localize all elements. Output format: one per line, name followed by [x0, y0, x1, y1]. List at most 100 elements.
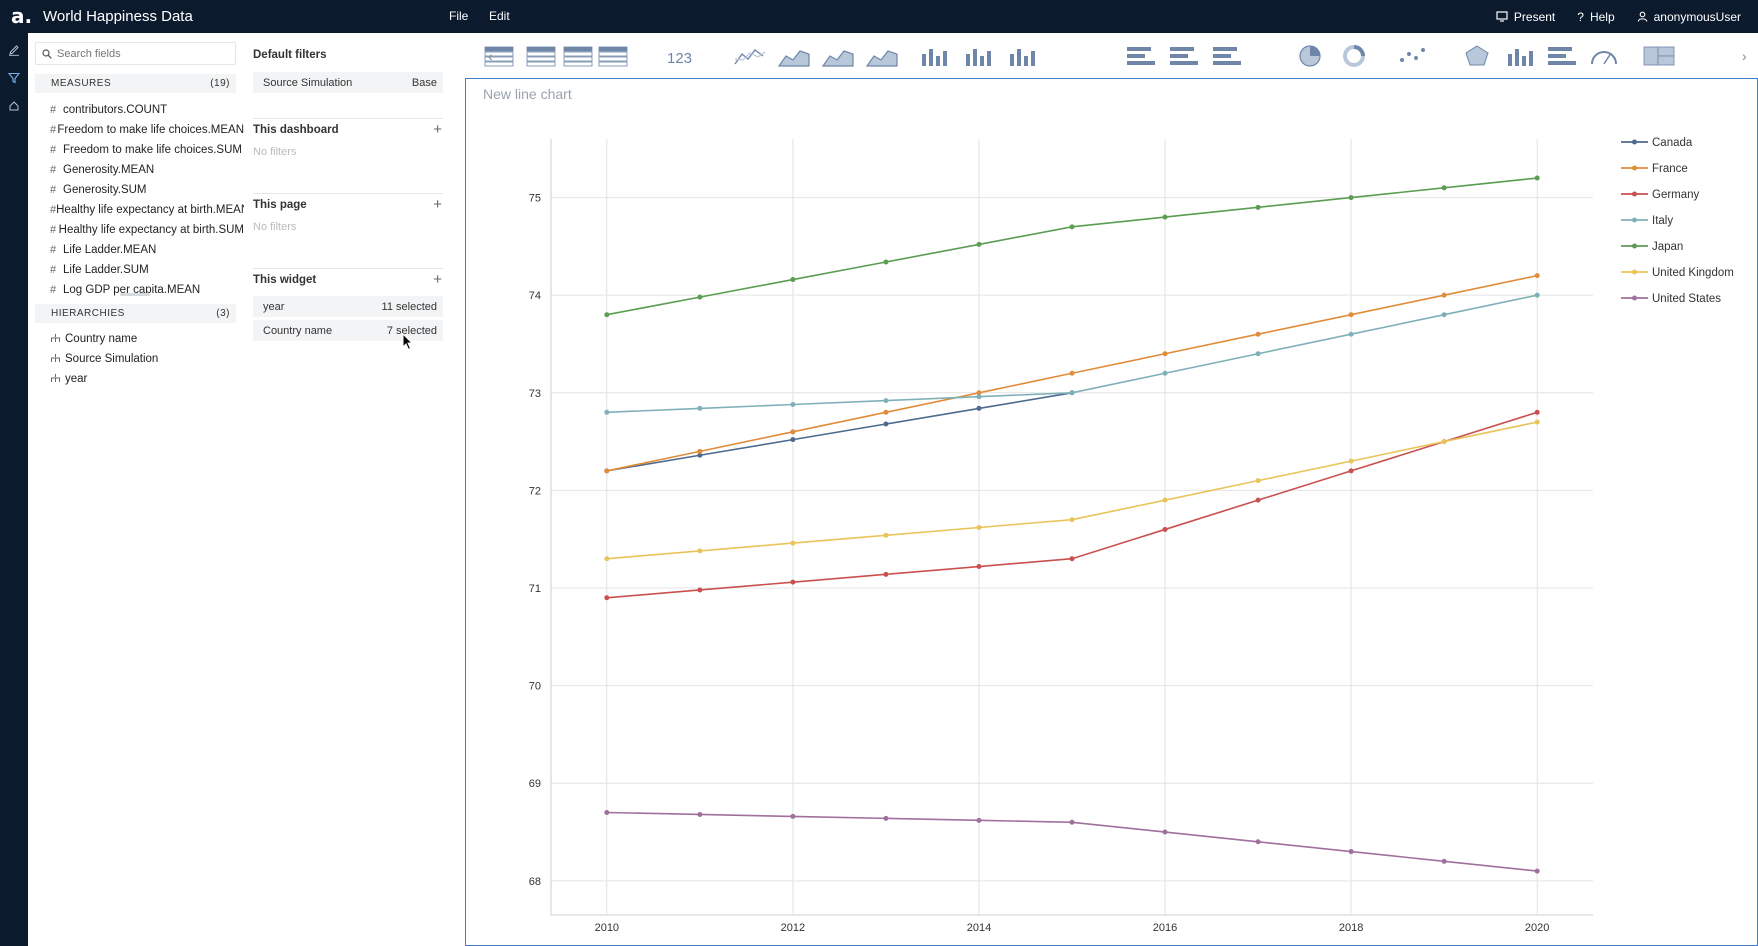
data-point	[1348, 312, 1354, 318]
hash-icon: #	[50, 144, 57, 156]
data-point	[1441, 858, 1447, 864]
toolbar-next-arrow-icon[interactable]: ›	[1742, 48, 1747, 64]
list-item[interactable]: # Freedom to make life choices.MEAN	[50, 124, 244, 136]
list-item[interactable]: # Life Ladder.SUM	[50, 264, 149, 276]
data-point	[883, 259, 889, 265]
stacked-column-icon[interactable]	[1006, 40, 1040, 72]
list-item[interactable]: Source Simulation	[50, 349, 244, 369]
hash-icon: #	[50, 224, 57, 236]
data-point	[1348, 849, 1354, 855]
data-point	[1441, 439, 1447, 445]
line-chart: 68 69 70 71 72 73 74 75 2010 2012 2014 2016 2018 2020…	[529, 137, 1734, 934]
add-dashboard-filter-button[interactable]: +	[433, 121, 442, 138]
data-point	[976, 394, 982, 400]
filter-icon[interactable]	[0, 64, 28, 92]
search-input[interactable]	[57, 47, 227, 60]
app-logo-icon[interactable]: a.	[11, 3, 33, 28]
list-item[interactable]: # Log GDP per capita.MEAN	[50, 284, 201, 296]
legend-swatch-dot	[1632, 243, 1637, 249]
list-item[interactable]: # contributors.COUNT	[50, 104, 168, 116]
data-point	[1534, 409, 1540, 415]
data-point	[1162, 497, 1168, 503]
hash-icon: #	[50, 284, 57, 296]
kpi-icon[interactable]: 123	[664, 40, 702, 72]
default-filters-title: Default filters	[253, 49, 327, 61]
help-icon: ?	[1577, 9, 1584, 24]
stacked-area-icon[interactable]	[821, 40, 855, 72]
list-item[interactable]: # Generosity.SUM	[50, 184, 147, 196]
user-menu[interactable]: anonymousUser	[1637, 10, 1741, 24]
pivot-table-icon[interactable]	[561, 40, 595, 72]
resize-handle[interactable]	[120, 293, 150, 296]
menu-edit[interactable]: Edit	[489, 9, 510, 23]
area-100-icon[interactable]	[865, 40, 899, 72]
combo-chart-icon[interactable]	[1050, 40, 1084, 72]
legend-swatch-dot	[1632, 165, 1637, 171]
list-item[interactable]: # Life Ladder.MEAN	[50, 244, 157, 256]
filter-chip-country-name[interactable]: Country name 7 selected	[253, 320, 443, 341]
data-point	[1348, 458, 1354, 464]
hierarchy-icon	[50, 353, 65, 366]
present-button[interactable]: Present	[1496, 10, 1555, 24]
data-point	[1069, 224, 1075, 230]
data-point	[790, 813, 796, 819]
pivot-table-2-icon[interactable]	[596, 40, 630, 72]
measures-header[interactable]: MEASURES (19)	[35, 74, 236, 93]
data-point	[976, 817, 982, 823]
user-icon	[1637, 11, 1647, 22]
area-chart-icon[interactable]	[777, 40, 811, 72]
filter-chip-year[interactable]: year 11 selected	[253, 296, 443, 317]
data-point	[697, 294, 703, 300]
measures-label: MEASURES	[51, 78, 112, 89]
page-filters-title: This page	[253, 199, 307, 211]
data-point	[1534, 273, 1540, 279]
tree-table-icon[interactable]	[524, 40, 558, 72]
treemap-icon[interactable]	[1642, 40, 1680, 72]
measures-count: (19)	[210, 78, 230, 89]
help-button[interactable]: ? Help	[1577, 10, 1614, 24]
data-point	[976, 405, 982, 411]
gauge-chart-icon[interactable]	[1588, 40, 1622, 72]
hierarchy-icon	[50, 373, 65, 386]
list-item[interactable]: # Healthy life expectancy at birth.MEAN	[50, 204, 244, 216]
data-point	[790, 437, 796, 443]
data-point	[697, 587, 703, 593]
widget-filters-title: This widget	[253, 274, 317, 286]
add-widget-filter-button[interactable]: +	[433, 271, 442, 288]
edit-pencil-icon[interactable]	[0, 36, 28, 64]
list-item[interactable]: # Generosity.MEAN	[50, 164, 155, 176]
list-item[interactable]: year	[50, 369, 244, 389]
fields-panel: MEASURES (19) #contributors.COUNT #Freed…	[28, 33, 244, 946]
list-item[interactable]: # Freedom to make life choices.SUM	[50, 144, 242, 156]
style-icon[interactable]	[0, 92, 28, 120]
search-box[interactable]	[35, 42, 236, 65]
radar-chart-icon[interactable]	[1461, 40, 1495, 72]
list-item[interactable]: Country name	[50, 329, 244, 349]
data-point	[883, 532, 889, 538]
data-point	[883, 815, 889, 821]
pie-chart-icon[interactable]	[1294, 40, 1328, 72]
data-point	[1348, 331, 1354, 337]
clustered-bar-icon[interactable]	[1168, 40, 1202, 72]
scatter-chart-icon[interactable]	[1396, 40, 1430, 72]
data-point	[790, 540, 796, 546]
chart-widget[interactable]: New line chart 68 69 70 71 72 73 74 75 2010 2012 2…	[465, 78, 1758, 946]
line-chart-icon[interactable]	[733, 40, 767, 72]
x-tick-label: 2020	[1525, 922, 1549, 934]
list-item[interactable]: # Healthy life expectancy at birth.SUM	[50, 224, 244, 236]
waterfall-chart-icon[interactable]	[1504, 40, 1538, 72]
donut-chart-icon[interactable]	[1338, 40, 1372, 72]
bullet-chart-icon[interactable]	[1546, 40, 1580, 72]
bar-chart-icon[interactable]	[1125, 40, 1159, 72]
data-point	[1534, 868, 1540, 874]
menu-file[interactable]: File	[449, 9, 469, 23]
hierarchies-header[interactable]: HIERARCHIES (3)	[35, 304, 236, 323]
filter-chip-source-simulation[interactable]: Source Simulation Base	[253, 72, 443, 93]
data-point	[604, 556, 610, 562]
stacked-bar-icon[interactable]	[1211, 40, 1245, 72]
data-point	[1348, 195, 1354, 201]
column-chart-icon[interactable]	[918, 40, 952, 72]
clustered-column-icon[interactable]	[962, 40, 996, 72]
table-icon[interactable]	[482, 40, 516, 72]
add-page-filter-button[interactable]: +	[433, 196, 442, 213]
